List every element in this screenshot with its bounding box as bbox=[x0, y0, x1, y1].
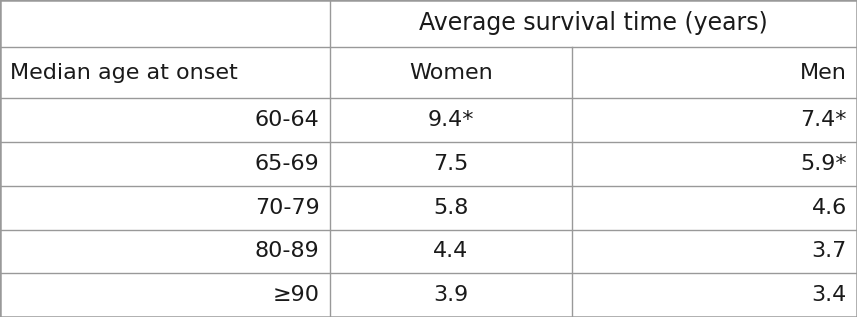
Text: 7.4*: 7.4* bbox=[800, 110, 847, 130]
Text: 80-89: 80-89 bbox=[255, 241, 320, 262]
Text: Men: Men bbox=[800, 62, 847, 83]
Text: 3.7: 3.7 bbox=[812, 241, 847, 262]
Text: 65-69: 65-69 bbox=[255, 154, 320, 174]
Text: ≥90: ≥90 bbox=[273, 285, 320, 305]
Text: 7.5: 7.5 bbox=[434, 154, 469, 174]
Text: 60-64: 60-64 bbox=[255, 110, 320, 130]
Text: 4.6: 4.6 bbox=[812, 197, 847, 218]
Text: Women: Women bbox=[409, 62, 493, 83]
Text: 9.4*: 9.4* bbox=[428, 110, 474, 130]
Text: Median age at onset: Median age at onset bbox=[10, 62, 238, 83]
Text: 3.9: 3.9 bbox=[434, 285, 469, 305]
Text: 70-79: 70-79 bbox=[255, 197, 320, 218]
Text: 5.8: 5.8 bbox=[434, 197, 469, 218]
Text: 5.9*: 5.9* bbox=[800, 154, 847, 174]
Text: 4.4: 4.4 bbox=[434, 241, 469, 262]
Text: Average survival time (years): Average survival time (years) bbox=[419, 11, 768, 36]
Text: 3.4: 3.4 bbox=[812, 285, 847, 305]
